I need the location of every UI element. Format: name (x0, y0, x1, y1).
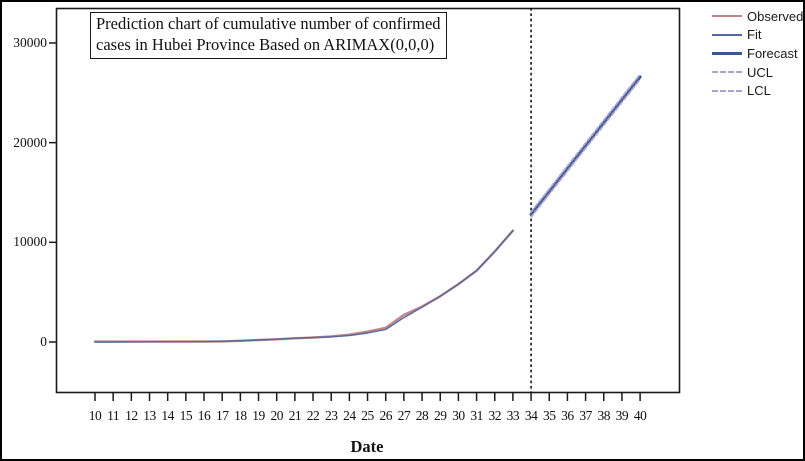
x-axis-title: Date (350, 437, 384, 456)
x-tick-label: 17 (215, 408, 229, 423)
series-fit-line (94, 229, 514, 343)
legend-item-fit: Fit (712, 26, 803, 45)
x-tick-label: 16 (197, 408, 211, 423)
x-tick-label: 30 (452, 408, 465, 423)
x-tick-label: 12 (125, 408, 138, 423)
x-tick-label: 32 (488, 408, 501, 423)
x-tick-label: 25 (361, 408, 374, 423)
legend-label-observed: Observed (747, 8, 804, 24)
legend-item-ucl: UCL (712, 63, 803, 82)
plot-border (55, 7, 681, 394)
legend: Observed Fit Forecast UCL LCL (712, 7, 803, 100)
chart-title-box: Prediction chart of cumulative number of… (90, 12, 447, 59)
x-tick-label: 39 (615, 408, 629, 423)
forecast-line-swatch-icon (712, 51, 742, 55)
chart-title-line2: cases in Hubei Province Based on ARIMAX(… (96, 34, 435, 54)
x-tick-label: 36 (561, 408, 574, 423)
x-tick-label: 35 (543, 408, 556, 423)
x-tick-label: 13 (143, 408, 156, 423)
observed-line-swatch-icon (712, 15, 742, 18)
fit-line-swatch-icon (712, 33, 742, 36)
legend-label-lcl: LCL (747, 83, 771, 99)
x-tick-label: 33 (506, 408, 520, 423)
series-forecast-line (529, 75, 642, 216)
x-tick-label: 22 (306, 408, 320, 423)
series-lcl-line (530, 78, 641, 218)
ucl-line-swatch-icon (712, 71, 742, 74)
legend-label-ucl: UCL (747, 64, 774, 80)
y-tick-label: 30000 (13, 34, 47, 50)
x-tick-label: 29 (433, 408, 447, 423)
x-tick-label: 34 (524, 408, 538, 423)
legend-label-fit: Fit (747, 27, 762, 43)
x-tick-label: 23 (324, 408, 338, 423)
legend-item-lcl: LCL (712, 81, 803, 100)
x-tick-label: 20 (270, 408, 283, 423)
x-tick-label: 14 (161, 408, 174, 423)
x-tick-label: 26 (379, 408, 392, 423)
x-tick-label: 24 (343, 408, 356, 423)
x-tick-label: 21 (288, 408, 302, 423)
chart-title-line1: Prediction chart of cumulative number of… (96, 14, 441, 33)
x-tick-label: 19 (252, 408, 265, 423)
y-tick-label: 0 (40, 334, 47, 349)
series-ucl-line (530, 73, 641, 213)
legend-item-observed: Observed (712, 7, 803, 26)
x-tick-label: 31 (470, 408, 483, 423)
x-tick-label: 11 (107, 408, 120, 423)
lcl-line-swatch-icon (712, 89, 742, 92)
series-observed-line (93, 229, 515, 343)
x-tick-label: 40 (633, 408, 647, 423)
x-tick-label: 27 (397, 408, 411, 423)
y-tick-label: 20000 (13, 134, 47, 150)
x-tick-label: 28 (415, 408, 429, 423)
x-tick-label: 15 (179, 408, 193, 423)
x-tick-label: 37 (579, 408, 592, 423)
x-tick-label: 10 (88, 408, 102, 423)
legend-item-forecast: Forecast (712, 44, 803, 63)
x-tick-label: 18 (234, 408, 247, 423)
x-tick-label: 38 (597, 408, 611, 423)
y-tick-label: 10000 (13, 234, 47, 250)
legend-label-forecast: Forecast (747, 45, 798, 61)
